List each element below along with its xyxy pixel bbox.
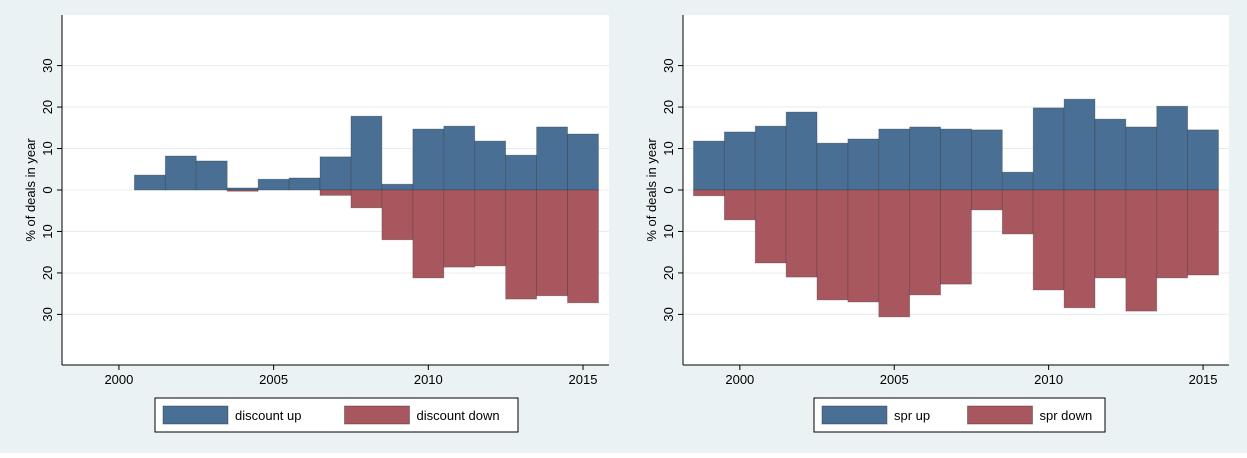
bar <box>474 189 507 267</box>
x-tick-label: 2010 <box>1034 372 1063 387</box>
bar <box>1063 189 1096 309</box>
bar <box>319 189 352 196</box>
bar <box>878 189 911 318</box>
bar <box>288 177 321 191</box>
bar <box>940 189 972 285</box>
y-tick-label: 0 <box>661 186 676 193</box>
y-axis-title: % of deals in year <box>23 138 38 242</box>
bar <box>1125 189 1158 312</box>
y-axis-title: % of deals in year <box>644 138 659 242</box>
bar <box>693 140 725 191</box>
bar <box>226 189 259 192</box>
bar <box>816 189 849 301</box>
legend-label: discount down <box>417 408 500 423</box>
bar <box>164 155 197 191</box>
legend-label: spr down <box>1040 408 1093 423</box>
bar <box>412 189 445 279</box>
bar <box>940 128 972 191</box>
y-tick-label: 30 <box>40 307 55 321</box>
legend-swatch <box>162 405 229 425</box>
bar <box>971 129 1003 191</box>
x-tick-label: 2000 <box>725 372 754 387</box>
bar <box>693 189 725 197</box>
bar <box>133 174 166 191</box>
legend-swatch <box>344 405 410 425</box>
x-tick-label: 2010 <box>414 372 443 387</box>
bar <box>754 125 787 191</box>
y-tick-label: 0 <box>40 186 55 193</box>
bar <box>443 125 476 191</box>
bar <box>1032 189 1065 291</box>
y-tick-label: 30 <box>40 58 55 72</box>
bar <box>1125 126 1158 191</box>
y-tick-label: 20 <box>40 266 55 280</box>
bar <box>878 128 911 191</box>
x-tick-label: 2015 <box>1189 372 1218 387</box>
bar <box>723 131 756 191</box>
y-tick-label: 20 <box>661 266 676 280</box>
bar <box>1094 118 1127 191</box>
bar <box>1187 189 1219 276</box>
bar <box>536 189 568 297</box>
x-tick-label: 2015 <box>569 372 598 387</box>
y-tick-label: 10 <box>661 141 676 155</box>
legend-label: discount up <box>235 408 302 423</box>
x-tick-label: 2005 <box>259 372 288 387</box>
y-tick-label: 20 <box>661 100 676 114</box>
bar <box>567 189 599 304</box>
bar <box>847 189 880 303</box>
y-tick-label: 20 <box>40 100 55 114</box>
bar <box>1187 129 1219 191</box>
bar <box>257 178 290 191</box>
bar <box>195 160 228 191</box>
y-tick-label: 30 <box>661 58 676 72</box>
bar <box>847 138 880 191</box>
bar <box>381 189 414 241</box>
y-tick-label: 10 <box>40 224 55 238</box>
y-tick-label: 10 <box>661 224 676 238</box>
bar <box>505 189 538 300</box>
bar <box>350 189 383 209</box>
bar <box>1032 107 1065 191</box>
bar <box>381 183 414 191</box>
bar <box>909 189 941 296</box>
bar <box>1001 171 1034 191</box>
bar <box>319 156 352 191</box>
bar <box>785 111 818 191</box>
bar <box>474 140 507 191</box>
bar <box>785 189 818 278</box>
bar <box>1001 189 1034 235</box>
bar <box>723 189 756 221</box>
legend-swatch <box>967 405 1033 425</box>
bar <box>816 142 849 191</box>
x-tick-label: 2000 <box>104 372 133 387</box>
bar <box>505 154 538 191</box>
bar <box>909 126 941 191</box>
y-tick-label: 10 <box>40 141 55 155</box>
bar <box>1156 105 1189 191</box>
bar <box>1094 189 1127 279</box>
bar <box>1063 98 1096 191</box>
legend-label: spr up <box>894 408 930 423</box>
bar <box>443 189 476 268</box>
bar <box>536 126 568 191</box>
legend-swatch <box>821 405 888 425</box>
bar <box>1156 189 1189 279</box>
bar <box>412 128 445 191</box>
bar <box>567 133 599 191</box>
bar <box>754 189 787 264</box>
bar <box>350 115 383 191</box>
y-tick-label: 30 <box>661 307 676 321</box>
bar <box>971 189 1003 211</box>
x-tick-label: 2005 <box>880 372 909 387</box>
